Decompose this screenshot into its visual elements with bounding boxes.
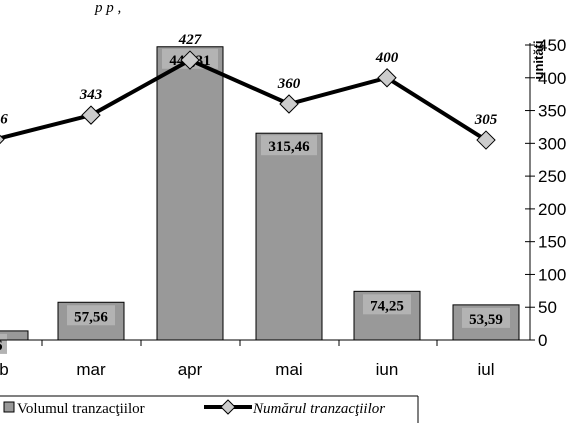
legend: Volumul tranzacţiilor Numărul tranzacţii… bbox=[0, 395, 419, 423]
line-label-apr: 427 bbox=[178, 32, 202, 48]
chart-title-fragment: p p , bbox=[94, 0, 121, 16]
line-marker-mai bbox=[279, 94, 299, 114]
legend-line-marker bbox=[220, 399, 236, 415]
bar-label-mai: 315,46 bbox=[268, 139, 310, 155]
y-tick-label-450: 450 bbox=[538, 36, 566, 55]
line-marker-iul bbox=[476, 130, 496, 150]
y-axis-title: unităţi bbox=[531, 41, 546, 80]
line-marker-mar bbox=[81, 105, 101, 125]
line-marker-feb bbox=[0, 134, 5, 145]
legend-line-label: Numărul tranzacţiilor bbox=[252, 401, 385, 417]
bar-label-feb: 86 bbox=[0, 338, 3, 354]
y-tick-label-400: 400 bbox=[538, 69, 566, 88]
line-label-feb: 6 bbox=[0, 111, 8, 127]
bar-label-box-mar bbox=[67, 305, 115, 326]
line-marker-apr bbox=[180, 50, 200, 70]
bar-mai bbox=[255, 132, 323, 341]
line-series: 6 343 427 360 400 305 bbox=[0, 32, 498, 150]
line-label-mar: 343 bbox=[79, 87, 103, 103]
bar-label-box-iun bbox=[363, 294, 411, 315]
bar-apr bbox=[156, 46, 224, 341]
y-tick-label-150: 150 bbox=[538, 233, 566, 252]
legend-bar-label: Volumul tranzacţiilor bbox=[17, 401, 145, 417]
bar-label-iun: 74,25 bbox=[370, 298, 404, 314]
x-tick-label-iun: iun bbox=[376, 360, 399, 379]
legend-bar-swatch bbox=[3, 401, 15, 413]
y-tick-label-100: 100 bbox=[538, 265, 566, 284]
line-marker-iun bbox=[377, 68, 397, 88]
line-label-iul: 305 bbox=[474, 112, 498, 128]
y-axis-right: 0 50 100 150 200 250 300 350 400 450 bbox=[525, 36, 566, 350]
x-tick-label-mai: mai bbox=[275, 360, 302, 379]
x-axis: b mar apr mai iun iul bbox=[0, 339, 530, 379]
line-label-iun: 400 bbox=[375, 50, 399, 66]
y-tick-label-350: 350 bbox=[538, 102, 566, 121]
y-tick-label-0: 0 bbox=[538, 331, 547, 350]
y-tick-label-200: 200 bbox=[538, 200, 566, 219]
x-tick-label-feb: b bbox=[0, 360, 9, 379]
x-tick-label-mar: mar bbox=[76, 360, 106, 379]
y-tick-label-250: 250 bbox=[538, 167, 566, 186]
line-path bbox=[0, 57, 488, 142]
x-tick-label-apr: apr bbox=[178, 360, 203, 379]
bar-label-box-mai bbox=[261, 135, 317, 156]
bar-label-mar: 57,56 bbox=[74, 309, 108, 325]
line-label-mai: 360 bbox=[277, 76, 301, 92]
x-tick-label-iul: iul bbox=[477, 360, 494, 379]
bar-label-iul: 53,59 bbox=[469, 312, 503, 328]
y-tick-label-300: 300 bbox=[538, 134, 566, 153]
y-tick-label-50: 50 bbox=[538, 298, 557, 317]
bar-label-box-feb bbox=[0, 333, 7, 354]
bar-feb bbox=[0, 330, 29, 341]
bar-label-box-iul bbox=[462, 307, 510, 328]
